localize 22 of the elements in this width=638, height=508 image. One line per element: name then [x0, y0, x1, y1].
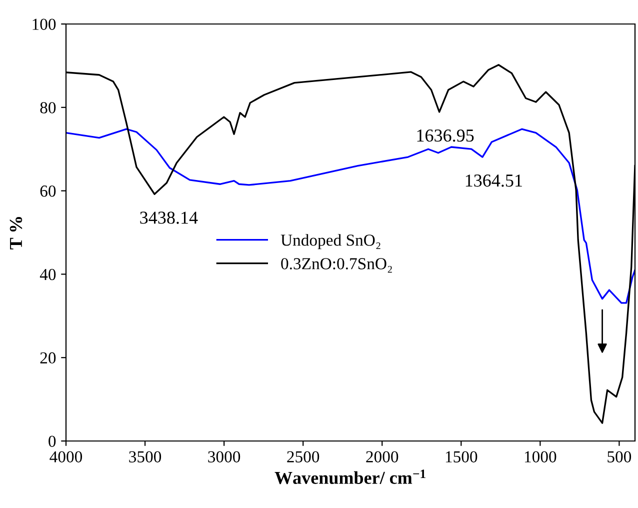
y-tick-label: 100	[32, 18, 56, 30]
y-tick-label: 60	[40, 186, 56, 197]
legend-label: Undoped SnO₂	[280, 234, 380, 250]
x-tick-label: 2500	[287, 451, 320, 462]
x-tick-label: 3500	[129, 451, 162, 462]
x-tick-label: 1000	[524, 451, 556, 462]
annotation: 3438.14	[140, 212, 198, 224]
x-tick-label: 1500	[446, 451, 478, 462]
line-series	[66, 128, 635, 304]
x-tick-label: 3000	[208, 451, 240, 462]
x-axis-title: Wavenumber/ cm$^{−1}$	[274, 470, 426, 484]
y-axis-title: T %	[10, 217, 22, 250]
annotation: 1636.95	[417, 130, 474, 142]
annotation: 1364.51	[466, 174, 522, 187]
y-tick-label: 20	[40, 352, 56, 364]
x-tick-label: 2000	[366, 451, 398, 462]
y-tick-label: 40	[40, 268, 56, 280]
legend-label: 0.3ZnO:0.7SnO₂	[281, 258, 392, 273]
x-tick-label: 500	[608, 451, 632, 462]
y-tick-label: 0	[48, 436, 56, 447]
x-tick-label: 4000	[50, 451, 82, 462]
y-tick-label: 80	[40, 102, 56, 114]
